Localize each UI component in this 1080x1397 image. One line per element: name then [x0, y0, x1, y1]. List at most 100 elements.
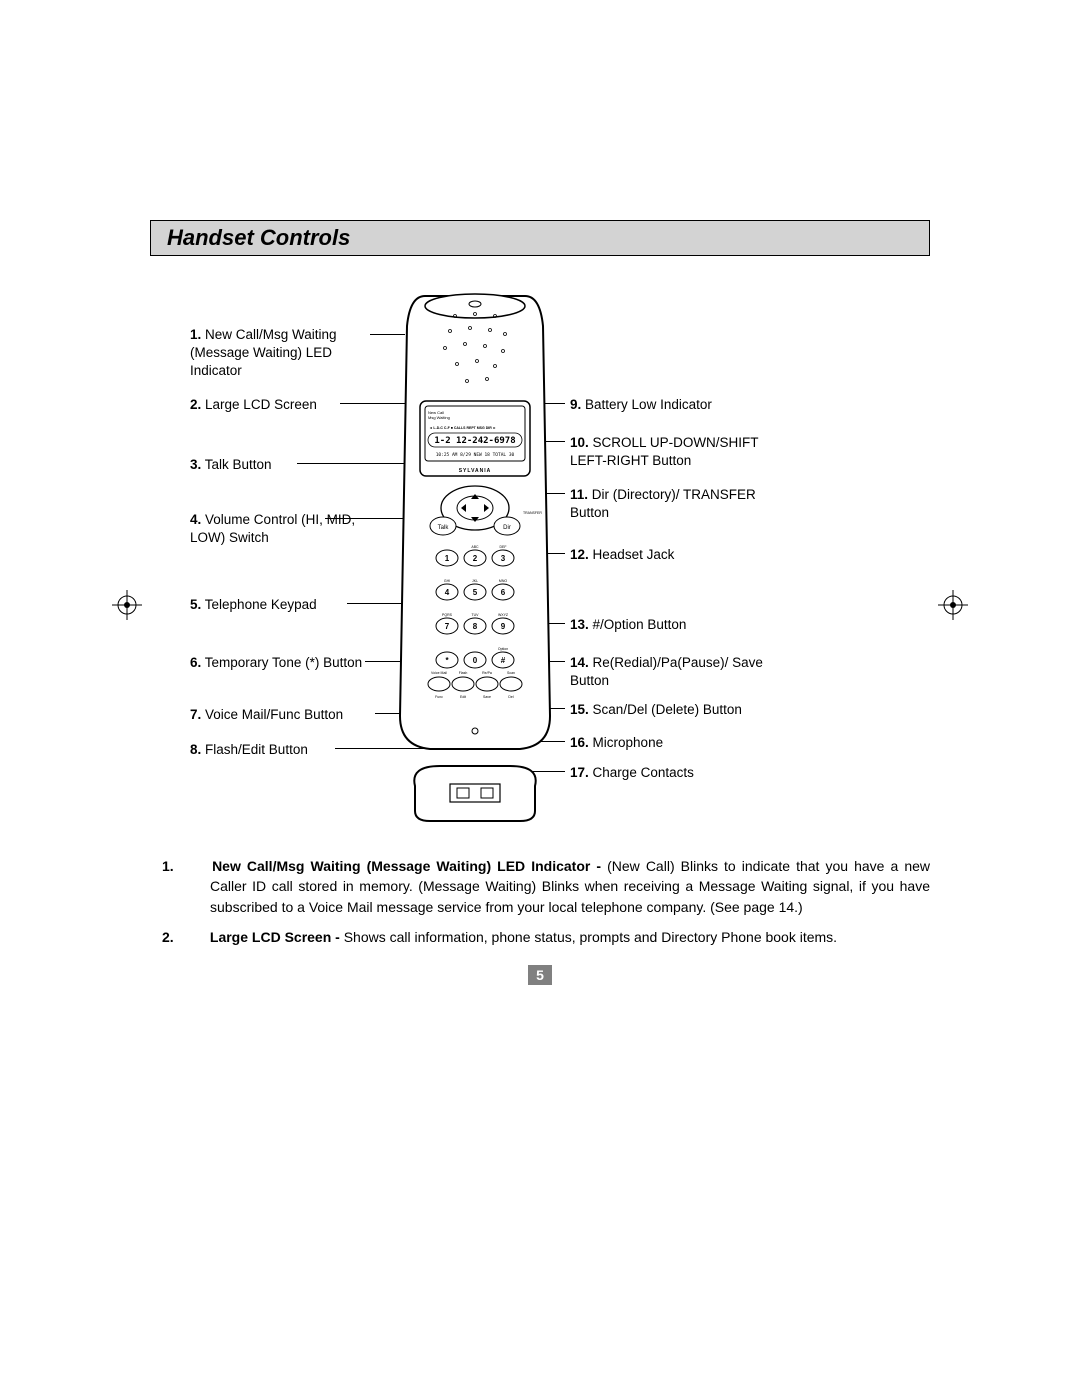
handset-diagram: 1. New Call/Msg Waiting (Message Waiting… [150, 286, 930, 836]
svg-text:Voice Mail: Voice Mail [431, 671, 447, 675]
callout-10: 10. SCROLL UP-DOWN/SHIFT LEFT-RIGHT Butt… [570, 434, 780, 470]
callout-12: 12. Headset Jack [570, 546, 760, 564]
svg-text:Func: Func [435, 695, 443, 699]
callout-text: Talk Button [205, 457, 272, 472]
svg-text:TUV: TUV [472, 613, 480, 617]
callout-7: 7. Voice Mail/Func Button [190, 706, 390, 724]
svg-text:◄ L-D-C C-F ■ CALLS REPT MSG: ◄ L-D-C C-F ■ CALLS REPT MSG DIR ► [429, 426, 496, 430]
callout-text: Flash/Edit Button [205, 742, 308, 757]
callout-number: 9. [570, 397, 581, 412]
description-bold: New Call/Msg Waiting (Message Waiting) L… [212, 858, 607, 874]
callout-3: 3. Talk Button [190, 456, 370, 474]
callout-number: 11. [570, 487, 588, 502]
descriptions: 1. New Call/Msg Waiting (Message Waiting… [150, 856, 930, 947]
callout-number: 13. [570, 617, 589, 632]
svg-text:GHI: GHI [444, 579, 450, 583]
svg-text:7: 7 [445, 622, 450, 631]
svg-text:Save: Save [483, 695, 491, 699]
svg-text:ABC: ABC [471, 545, 479, 549]
callout-4: 4. Volume Control (HI, MID, LOW) Switch [190, 511, 380, 547]
callout-number: 1. [190, 327, 201, 342]
callout-number: 8. [190, 742, 201, 757]
svg-text:Option: Option [498, 647, 508, 651]
page-number-container: 5 [150, 965, 930, 985]
svg-text:Edit: Edit [460, 695, 466, 699]
description-item: 1. New Call/Msg Waiting (Message Waiting… [150, 856, 930, 917]
svg-text:Msg Waiting: Msg Waiting [428, 415, 450, 420]
callout-11: 11. Dir (Directory)/ TRANSFER Button [570, 486, 780, 522]
svg-text:2: 2 [473, 554, 478, 563]
svg-text:Scan: Scan [507, 671, 515, 675]
svg-text:DEF: DEF [500, 545, 507, 549]
lcd-number: 1-2 12-242-6978 [434, 436, 515, 446]
svg-text:8: 8 [473, 622, 478, 631]
callout-text: Temporary Tone (*) Button [205, 655, 362, 670]
callout-2: 2. Large LCD Screen [190, 396, 370, 414]
callout-14: 14. Re(Redial)/Pa(Pause)/ Save Button [570, 654, 780, 690]
svg-text:6: 6 [501, 588, 506, 597]
description-bold: Large LCD Screen - [210, 929, 344, 945]
svg-text:#: # [501, 656, 506, 665]
description-number: 1. [186, 856, 206, 876]
callout-number: 14. [570, 655, 589, 670]
callout-number: 16. [570, 735, 589, 750]
callout-number: 6. [190, 655, 201, 670]
callout-16: 16. Microphone [570, 734, 760, 752]
callout-1: 1. New Call/Msg Waiting (Message Waiting… [190, 326, 370, 381]
svg-text:JKL: JKL [472, 579, 478, 583]
callout-9: 9. Battery Low Indicator [570, 396, 760, 414]
callout-text: Volume Control (HI, MID, LOW) Switch [190, 512, 355, 545]
callout-number: 15. [570, 702, 589, 717]
svg-text:4: 4 [445, 588, 450, 597]
callout-number: 12. [570, 547, 589, 562]
description-number: 2. [186, 927, 206, 947]
svg-text:10:25 AM 8/29 NEW 18 TOTAL 3: 10:25 AM 8/29 NEW 18 TOTAL 30 [436, 452, 515, 458]
svg-text:Re/Pa: Re/Pa [482, 671, 492, 675]
crop-mark-right [938, 590, 968, 620]
callout-text: Scan/Del (Delete) Button [593, 702, 742, 717]
svg-text:3: 3 [501, 554, 506, 563]
description-text: Shows call information, phone status, pr… [344, 929, 837, 945]
callout-17: 17. Charge Contacts [570, 764, 760, 782]
callout-number: 2. [190, 397, 201, 412]
svg-text:Flash: Flash [459, 671, 468, 675]
callout-number: 7. [190, 707, 201, 722]
callout-15: 15. Scan/Del (Delete) Button [570, 701, 780, 719]
page: Handset Controls 1. New Call/Msg Waiting… [150, 220, 930, 985]
section-title: Handset Controls [167, 225, 350, 251]
dir-button-label: Dir [503, 525, 511, 531]
callout-13: 13. #/Option Button [570, 616, 760, 634]
callout-8: 8. Flash/Edit Button [190, 741, 370, 759]
callout-text: Headset Jack [593, 547, 675, 562]
callout-text: Battery Low Indicator [585, 397, 712, 412]
callout-number: 4. [190, 512, 201, 527]
svg-text:WXYZ: WXYZ [498, 613, 509, 617]
svg-text:PQRS: PQRS [442, 613, 453, 617]
callout-number: 17. [570, 765, 589, 780]
callout-text: Microphone [593, 735, 664, 750]
callout-number: 3. [190, 457, 201, 472]
callout-text: New Call/Msg Waiting (Message Waiting) L… [190, 327, 337, 378]
callout-text: Charge Contacts [593, 765, 694, 780]
transfer-label: TRANSFER [523, 511, 542, 515]
callout-5: 5. Telephone Keypad [190, 596, 370, 614]
handset-illustration: New Call Msg Waiting ◄ L-D-C C-F ■ CALLS… [395, 286, 555, 826]
callout-6: 6. Temporary Tone (*) Button [190, 654, 370, 672]
svg-text:9: 9 [501, 622, 506, 631]
callout-text: Telephone Keypad [205, 597, 317, 612]
callout-text: #/Option Button [593, 617, 687, 632]
callout-text: SCROLL UP-DOWN/SHIFT LEFT-RIGHT Button [570, 435, 758, 468]
svg-text:MNO: MNO [499, 579, 507, 583]
svg-text:1: 1 [445, 554, 450, 563]
page-number: 5 [528, 965, 552, 985]
callout-text: Large LCD Screen [205, 397, 317, 412]
brand-label: SYLVANIA [459, 468, 492, 474]
svg-text:5: 5 [473, 588, 478, 597]
crop-mark-left [112, 590, 142, 620]
talk-button-label: Talk [438, 525, 450, 531]
callout-text: Dir (Directory)/ TRANSFER Button [570, 487, 756, 520]
description-item: 2. Large LCD Screen - Shows call informa… [150, 927, 930, 947]
svg-text:0: 0 [473, 656, 478, 665]
svg-text:Del: Del [508, 695, 513, 699]
callout-text: Re(Redial)/Pa(Pause)/ Save Button [570, 655, 763, 688]
